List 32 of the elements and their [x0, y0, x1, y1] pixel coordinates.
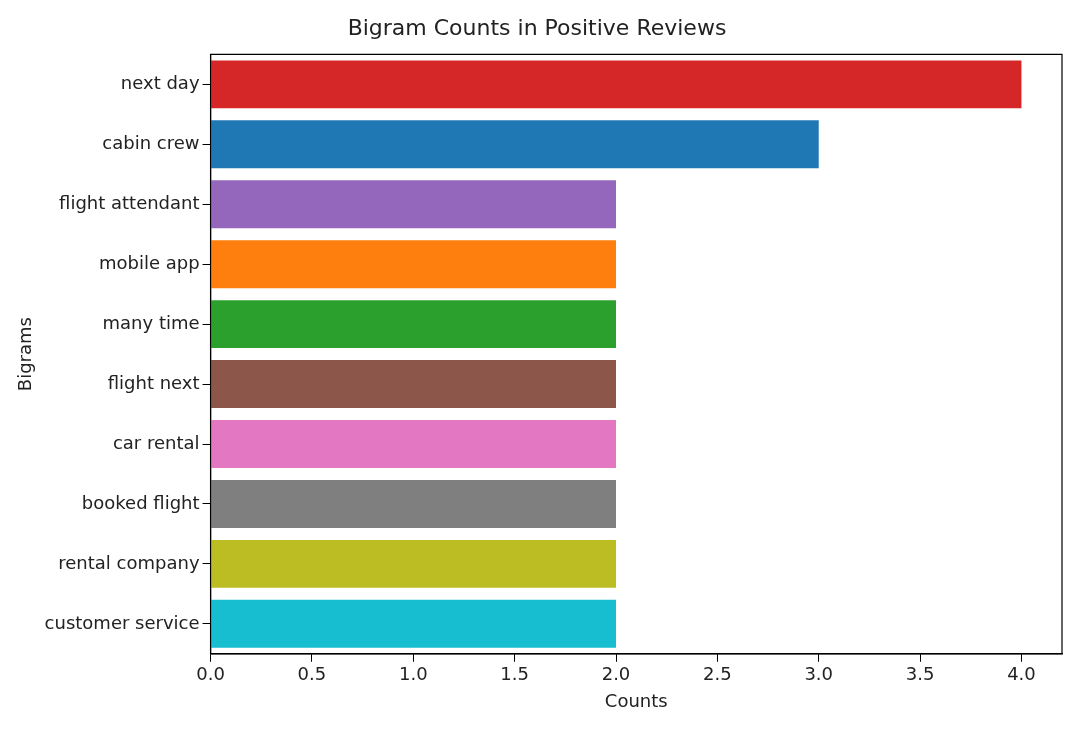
bar — [211, 420, 617, 468]
y-tick-label: rental company — [58, 551, 200, 573]
x-tick-label: 0.5 — [297, 663, 327, 685]
x-tick-label: 1.5 — [500, 663, 529, 685]
y-tick-label: mobile app — [98, 251, 200, 273]
bar — [211, 120, 819, 169]
x-tick-label: 0.0 — [196, 663, 225, 685]
y-tick-label: flight attendant — [59, 191, 200, 213]
bar — [211, 300, 617, 349]
bar — [211, 180, 617, 229]
bar — [211, 539, 617, 588]
y-tick-label: car rental — [112, 431, 200, 453]
x-tick-label: 1.0 — [398, 663, 428, 685]
bar — [211, 479, 617, 528]
y-tick-label: next day — [120, 72, 200, 94]
y-tick-label: booked flight — [81, 491, 200, 513]
x-tick-label: 4.0 — [1007, 663, 1036, 685]
bar — [211, 599, 617, 648]
bar — [211, 240, 617, 289]
x-tick-label: 3.0 — [804, 663, 834, 685]
bar — [211, 360, 617, 409]
chart-title: Bigram Counts in Positive Reviews — [347, 14, 727, 40]
y-tick-label: flight next — [107, 371, 200, 393]
bar — [211, 60, 1022, 109]
y-tick-label: cabin crew — [102, 131, 200, 153]
y-axis-title: Bigrams — [14, 317, 36, 392]
x-tick-label: 3.5 — [905, 663, 935, 685]
x-tick-label: 2.5 — [703, 663, 732, 685]
y-tick-label: customer service — [44, 611, 200, 633]
x-tick-label: 2.0 — [601, 663, 631, 685]
x-axis-title: Counts — [604, 689, 668, 711]
y-tick-label: many time — [102, 311, 200, 333]
